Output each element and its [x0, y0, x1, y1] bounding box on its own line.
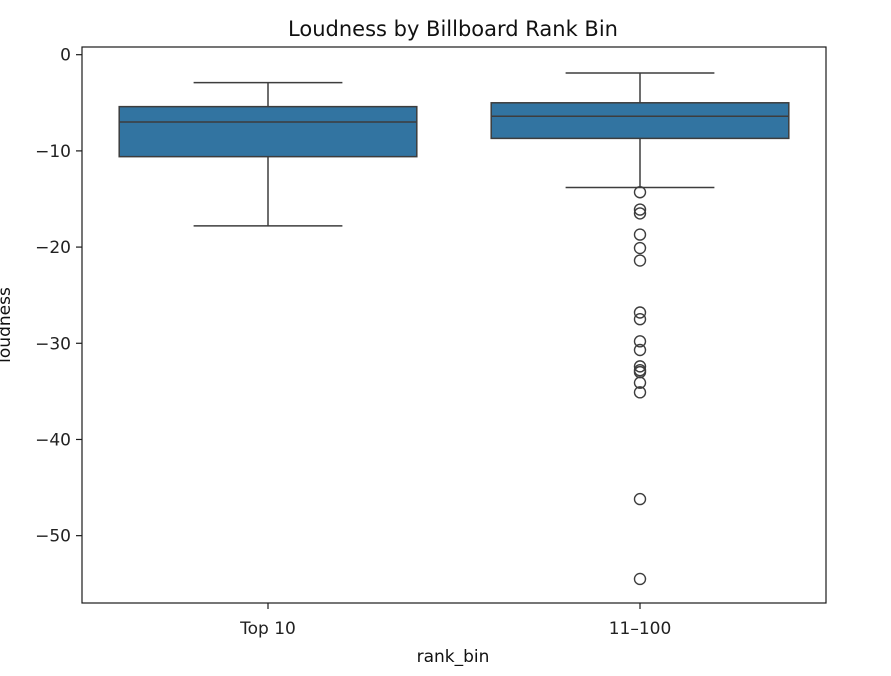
outlier-point	[633, 306, 647, 319]
plot-frame	[81, 46, 827, 604]
outlier-point	[633, 207, 647, 220]
outlier-point	[633, 360, 647, 373]
x-tick-label: Top 10	[239, 619, 296, 639]
outlier-point	[633, 254, 647, 267]
y-tick-label: −50	[35, 527, 71, 547]
outlier-point	[633, 241, 647, 255]
outlier-point	[633, 186, 647, 199]
y-tick-label: −30	[35, 334, 71, 354]
chart-title: Loudness by Billboard Rank Bin	[288, 17, 618, 41]
x-tick-label: 11–100	[609, 619, 672, 639]
outlier-point	[633, 386, 647, 399]
y-tick-label: 0	[60, 46, 71, 66]
outlier-point	[633, 335, 647, 348]
outlier-point	[633, 376, 647, 389]
outlier-point	[633, 343, 647, 357]
box-iqr	[118, 105, 418, 158]
y-axis: 0 −10 −20 −30 −40 −50	[35, 46, 82, 547]
x-axis-label: rank_bin	[417, 647, 490, 667]
outlier-point	[633, 572, 647, 586]
y-tick-label: −20	[35, 238, 71, 258]
x-axis: Top 10 11–100	[239, 603, 671, 639]
outlier-point	[633, 228, 647, 241]
box-group	[118, 81, 418, 227]
y-tick-label: −10	[35, 142, 71, 162]
outlier-point	[633, 313, 647, 326]
y-tick-label: −40	[35, 430, 71, 450]
y-axis-label: loudness	[0, 287, 15, 363]
outlier-point	[633, 203, 647, 216]
outlier-point	[633, 492, 647, 506]
box-group	[490, 72, 790, 586]
plot-area	[118, 72, 790, 586]
box-iqr	[490, 102, 790, 140]
